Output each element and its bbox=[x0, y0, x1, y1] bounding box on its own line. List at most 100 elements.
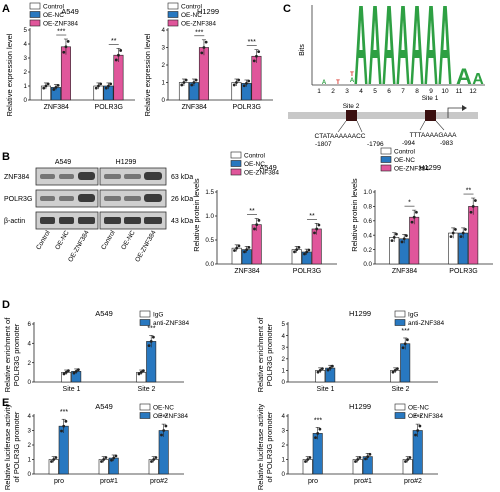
y-tick-label: 5 bbox=[282, 321, 286, 328]
logo-position: 10 bbox=[441, 88, 449, 95]
data-point bbox=[245, 248, 249, 252]
logo-letter-hole bbox=[359, 20, 363, 50]
data-point bbox=[307, 248, 311, 252]
bar bbox=[312, 433, 323, 475]
legend-swatch bbox=[167, 2, 179, 10]
data-point bbox=[297, 245, 301, 249]
svg-text:A: A bbox=[322, 80, 327, 86]
d-ylabel-1b: POLR3G promoter bbox=[12, 323, 21, 386]
d-ylabel-2a: Relative enrichment of bbox=[256, 317, 265, 393]
data-point bbox=[408, 456, 412, 459]
sequence-logo: Bits A T A T A A 1 2 3 4 5 6 7 8 9 10 11 12 bbox=[299, 5, 485, 95]
site1-label: Site 1 bbox=[422, 95, 439, 102]
data-point bbox=[162, 429, 166, 432]
logo-letter-hole bbox=[415, 20, 419, 50]
site2-seq: CTATAAAAAACC bbox=[315, 133, 366, 140]
data-point bbox=[469, 210, 473, 214]
data-point bbox=[395, 232, 398, 236]
data-point bbox=[410, 220, 414, 224]
lane-label: OE-ZNF384 bbox=[67, 229, 91, 263]
data-point bbox=[117, 53, 120, 57]
category-label: Site 1 bbox=[317, 386, 335, 393]
legend-label: OE-ZNF384 bbox=[408, 413, 443, 420]
chart-title: H1299 bbox=[197, 7, 219, 16]
data-point bbox=[400, 240, 404, 244]
blot-row-polr3g: POLR3G bbox=[4, 196, 32, 203]
svg-text:T: T bbox=[336, 80, 340, 86]
logo-letter-hole bbox=[401, 20, 405, 50]
data-point bbox=[202, 46, 206, 49]
data-point bbox=[305, 250, 309, 254]
data-point bbox=[102, 458, 106, 461]
site1-seq: TTTAAAAGAAA bbox=[410, 132, 457, 139]
data-point bbox=[160, 433, 163, 437]
data-point bbox=[401, 346, 405, 350]
bar bbox=[60, 46, 71, 101]
y-tick-label: 3 bbox=[28, 428, 32, 435]
site2-label: Site 2 bbox=[343, 103, 360, 110]
site1-end: -983 bbox=[440, 140, 453, 147]
data-point bbox=[54, 86, 58, 89]
legend-label: OE-NC bbox=[394, 157, 415, 164]
legend-label: Control bbox=[394, 149, 416, 156]
data-point bbox=[390, 239, 394, 243]
data-point bbox=[62, 50, 66, 54]
data-point bbox=[104, 456, 108, 459]
data-point bbox=[412, 215, 416, 219]
data-point bbox=[326, 368, 330, 372]
category-label: pro#2 bbox=[150, 478, 168, 485]
category-label: ZNF384 bbox=[234, 268, 259, 275]
y-tick-label: 2 bbox=[28, 442, 32, 449]
legend-swatch bbox=[394, 412, 406, 419]
data-point bbox=[318, 427, 322, 431]
y-tick-label: 5 bbox=[24, 27, 28, 34]
category-label: pro#1 bbox=[354, 478, 372, 485]
logo-letter-hole bbox=[387, 20, 391, 50]
blot-bands bbox=[40, 172, 162, 224]
logo-position: 1 bbox=[317, 88, 321, 95]
logo-tall-letters bbox=[354, 6, 452, 84]
data-point bbox=[104, 86, 108, 90]
data-point bbox=[107, 84, 110, 88]
logo-position: 3 bbox=[345, 88, 349, 95]
chart-title: H1299 bbox=[419, 163, 441, 172]
data-point bbox=[406, 338, 409, 342]
data-point bbox=[316, 370, 320, 374]
data-point bbox=[245, 81, 248, 85]
sig-label: *** bbox=[160, 414, 168, 421]
svg-text:T: T bbox=[350, 72, 354, 78]
data-point bbox=[402, 237, 406, 241]
category-label: POLR3G bbox=[449, 268, 477, 275]
data-point bbox=[110, 458, 113, 462]
data-point bbox=[368, 452, 372, 456]
y-tick-label: 2 bbox=[162, 62, 166, 69]
data-point bbox=[255, 54, 258, 58]
data-point bbox=[414, 433, 417, 437]
sig-label: ** bbox=[466, 188, 472, 195]
svg-text:A: A bbox=[472, 71, 484, 88]
y-tick-label: 6 bbox=[28, 321, 32, 328]
data-point bbox=[451, 231, 455, 235]
sig-label: * bbox=[408, 200, 411, 207]
western-blot: A549 H1299 ZNF384 POLR3G β-actin 63 kDa … bbox=[4, 159, 193, 263]
y-tick-label: 1 bbox=[28, 457, 32, 464]
data-point bbox=[331, 364, 334, 368]
y-tick-label: 0.2 bbox=[363, 247, 372, 254]
data-point bbox=[295, 248, 299, 252]
legend-label: OE-ZNF384 bbox=[43, 21, 78, 28]
category-label: pro bbox=[54, 478, 64, 485]
legend-swatch bbox=[394, 403, 406, 411]
y-tick-label: 3 bbox=[282, 344, 286, 351]
y-tick-label: 0.0 bbox=[205, 261, 214, 268]
y-tick-label: 1 bbox=[282, 457, 286, 464]
data-point bbox=[391, 370, 395, 374]
y-tick-label: 3 bbox=[24, 55, 28, 62]
legend-label: OE-NC bbox=[43, 12, 64, 19]
data-point bbox=[180, 83, 184, 87]
site1-box bbox=[425, 110, 436, 121]
logo-letter-hole bbox=[443, 20, 447, 50]
promoter-bar bbox=[288, 112, 478, 119]
data-point bbox=[42, 86, 46, 90]
